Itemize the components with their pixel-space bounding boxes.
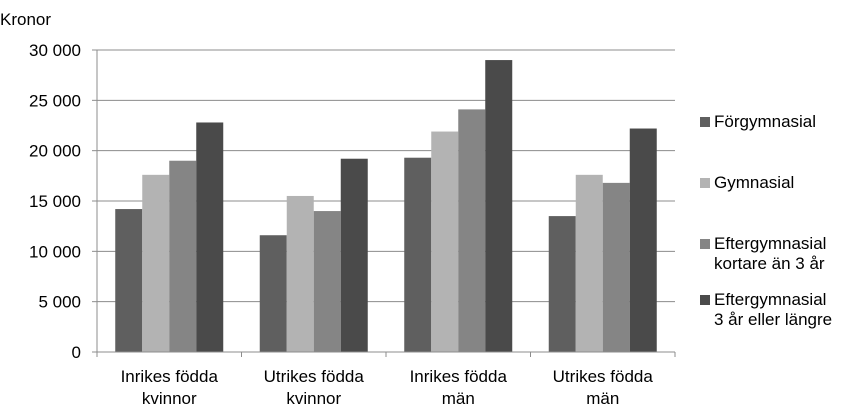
bar [142,174,170,352]
x-tick-label: Inrikes födda kvinnor [121,367,219,407]
bar [404,157,432,352]
legend-item: Eftergymnasial kortare än 3 år [700,234,826,274]
legend-swatch [700,117,710,127]
bar [431,131,459,352]
y-tick-label: 25 000 [29,91,81,110]
y-tick-label: 0 [72,343,81,362]
legend-label: Gymnasial [714,173,795,192]
y-tick-label: 5 000 [38,293,81,312]
y-tick-label: 30 000 [29,41,81,60]
legend-label: Eftergymnasial kortare än 3 år [714,234,827,273]
legend-label: Eftergymnasial 3 år eller längre [714,290,833,329]
bar [458,109,486,352]
legend-item: Gymnasial [700,173,794,193]
y-tick-label: 10 000 [29,242,81,261]
bar [629,128,657,352]
bar [575,174,603,352]
bar [169,160,197,352]
bar [340,158,368,352]
y-tick-label: 20 000 [29,142,81,161]
y-axis-label: Kronor [0,10,51,29]
bar [286,195,314,352]
legend-swatch [700,178,710,188]
x-tick-label: Utrikes födda män [553,367,654,407]
legend-item: Eftergymnasial 3 år eller längre [700,290,832,330]
x-tick-label: Utrikes födda kvinnor [264,367,365,407]
bar [115,209,143,352]
bar [313,211,341,352]
x-tick-label: Inrikes födda män [410,367,508,407]
y-tick-label: 15 000 [29,192,81,211]
legend-item: Förgymnasial [700,112,816,132]
legend-swatch [700,239,710,249]
bar [602,182,630,352]
legend-label: Förgymnasial [714,112,817,131]
bar [485,60,513,353]
bar [259,235,287,352]
bar [548,216,576,352]
bar [196,122,224,352]
legend-swatch [700,295,710,305]
